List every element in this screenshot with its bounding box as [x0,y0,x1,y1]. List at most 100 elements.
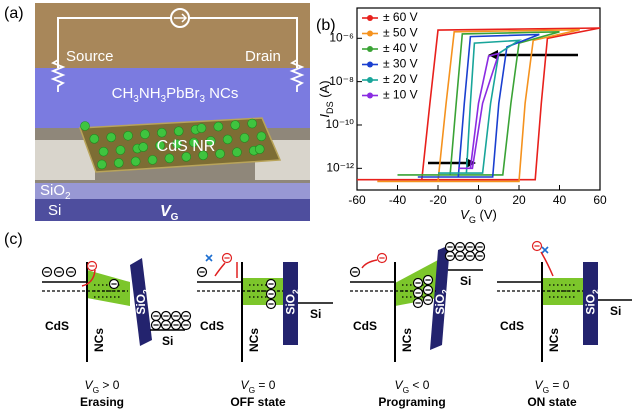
x-tick-label: -60 [348,193,366,207]
nanocrystal [164,153,175,164]
condition-label: VG < 0 [395,378,430,395]
text-part: (V) [476,207,497,222]
text-part: 3 [161,94,167,105]
text-part: G [249,385,256,395]
legend-label: ± 10 V [383,88,418,102]
text-part: < 0 [409,378,430,392]
text-part: PbBr [166,85,199,102]
legend-label: ± 60 V [383,10,418,24]
nanocrystal [172,139,182,149]
substrate-layer [35,199,310,221]
ammeter-arrow [174,13,188,23]
oxide-label: SiO2 [134,289,151,315]
oxide-barrier [430,245,450,350]
transfer-arrow [540,251,554,277]
nanocrystal [106,132,116,143]
si-label: Si [310,307,321,321]
x-tick-label: -40 [389,193,407,207]
text-part: = 0 [549,378,570,392]
text-part: 3 [133,94,139,105]
nanocrystal [198,150,208,161]
nanocrystal [138,142,149,152]
legend-marker [367,92,373,99]
y-tick-label: 10⁻⁶ [329,30,354,44]
text-part: CH [112,85,134,102]
source-label: Source [66,48,114,65]
nanocrystal [157,127,167,138]
si-label: Si [460,274,471,288]
cds-label: CdS [353,319,377,333]
perovskite-label: CH3NH3PbBr3 NCs [112,85,239,105]
panel-label: (b) [316,17,336,34]
ncs-label: NCs [92,328,106,352]
text-part: SiO [433,294,447,315]
state-label: Erasing [80,395,124,409]
nanocrystal [147,155,158,165]
electrode [35,140,95,180]
nanocrystal [80,121,90,131]
text-part: V [241,378,250,392]
oxide-barrier [583,262,598,345]
oxide-layer [35,183,310,199]
state-label: OFF state [230,395,286,409]
nanocrystal [232,147,242,158]
nanocrystal [205,136,216,146]
nanocrystal [230,120,241,130]
ncs-label: NCs [547,328,561,352]
panel-label: (a) [4,5,24,22]
transfer-arrow [81,269,96,287]
nanocrystal [254,144,265,154]
text-part: V [460,207,470,222]
text-part: SiO [584,294,598,315]
x-tick-label: 20 [512,193,526,207]
x-tick-label: 0 [475,193,482,207]
nanocrystal [189,137,199,148]
legend-marker [367,30,373,37]
nanocrystal [130,156,141,167]
text-part: DS [325,101,335,114]
legend-marker [367,46,373,52]
text-part: 2 [65,191,71,202]
text-part: V [535,378,544,392]
nanocrystal [155,140,165,151]
series-line [417,33,540,178]
text-part: > 0 [99,378,120,392]
text-part: V [85,378,94,392]
nanorod-label: CdS NR [157,138,216,155]
text-part: G [171,212,179,223]
legend-label: ± 40 V [383,41,418,55]
legend-label: ± 30 V [383,57,418,71]
blocked-mark [205,254,213,262]
ncs-label: NCs [400,328,414,352]
transfer-arrow [214,262,226,277]
oxide-label: SiO2 [433,289,450,315]
nanocrystal [89,134,100,144]
nanocrystal [196,123,207,133]
nanocrystal [181,152,192,162]
nanocrystal [239,133,250,143]
cds-label: CdS [200,319,224,333]
oxide-barrier [130,258,152,346]
text-part: G [469,215,476,225]
si-label: Si [162,334,173,348]
text-part: SiO [40,182,65,199]
nanocrystal [140,129,150,140]
condition-label: VG > 0 [85,378,120,395]
state-label: Programing [378,395,445,409]
legend-label: ± 50 V [383,26,418,40]
cds-label: CdS [500,319,524,333]
nanocrystal [97,159,107,170]
text-part: I [317,114,332,118]
legend-marker [367,15,373,21]
drain-label: Drain [245,48,281,65]
series-line [357,27,601,181]
series-line [458,52,501,170]
text-part: 2 [141,289,151,294]
nanocrystal [213,121,224,132]
si-label: Si [610,304,621,318]
legend-marker [367,61,373,68]
ncs-label: NCs [247,328,261,352]
nanocrystal [113,158,124,168]
text-part: NH [139,85,161,102]
device-schematic: Source Drain CH3NH3PbBr3 NCs CdS NR SiO2… [35,3,310,223]
